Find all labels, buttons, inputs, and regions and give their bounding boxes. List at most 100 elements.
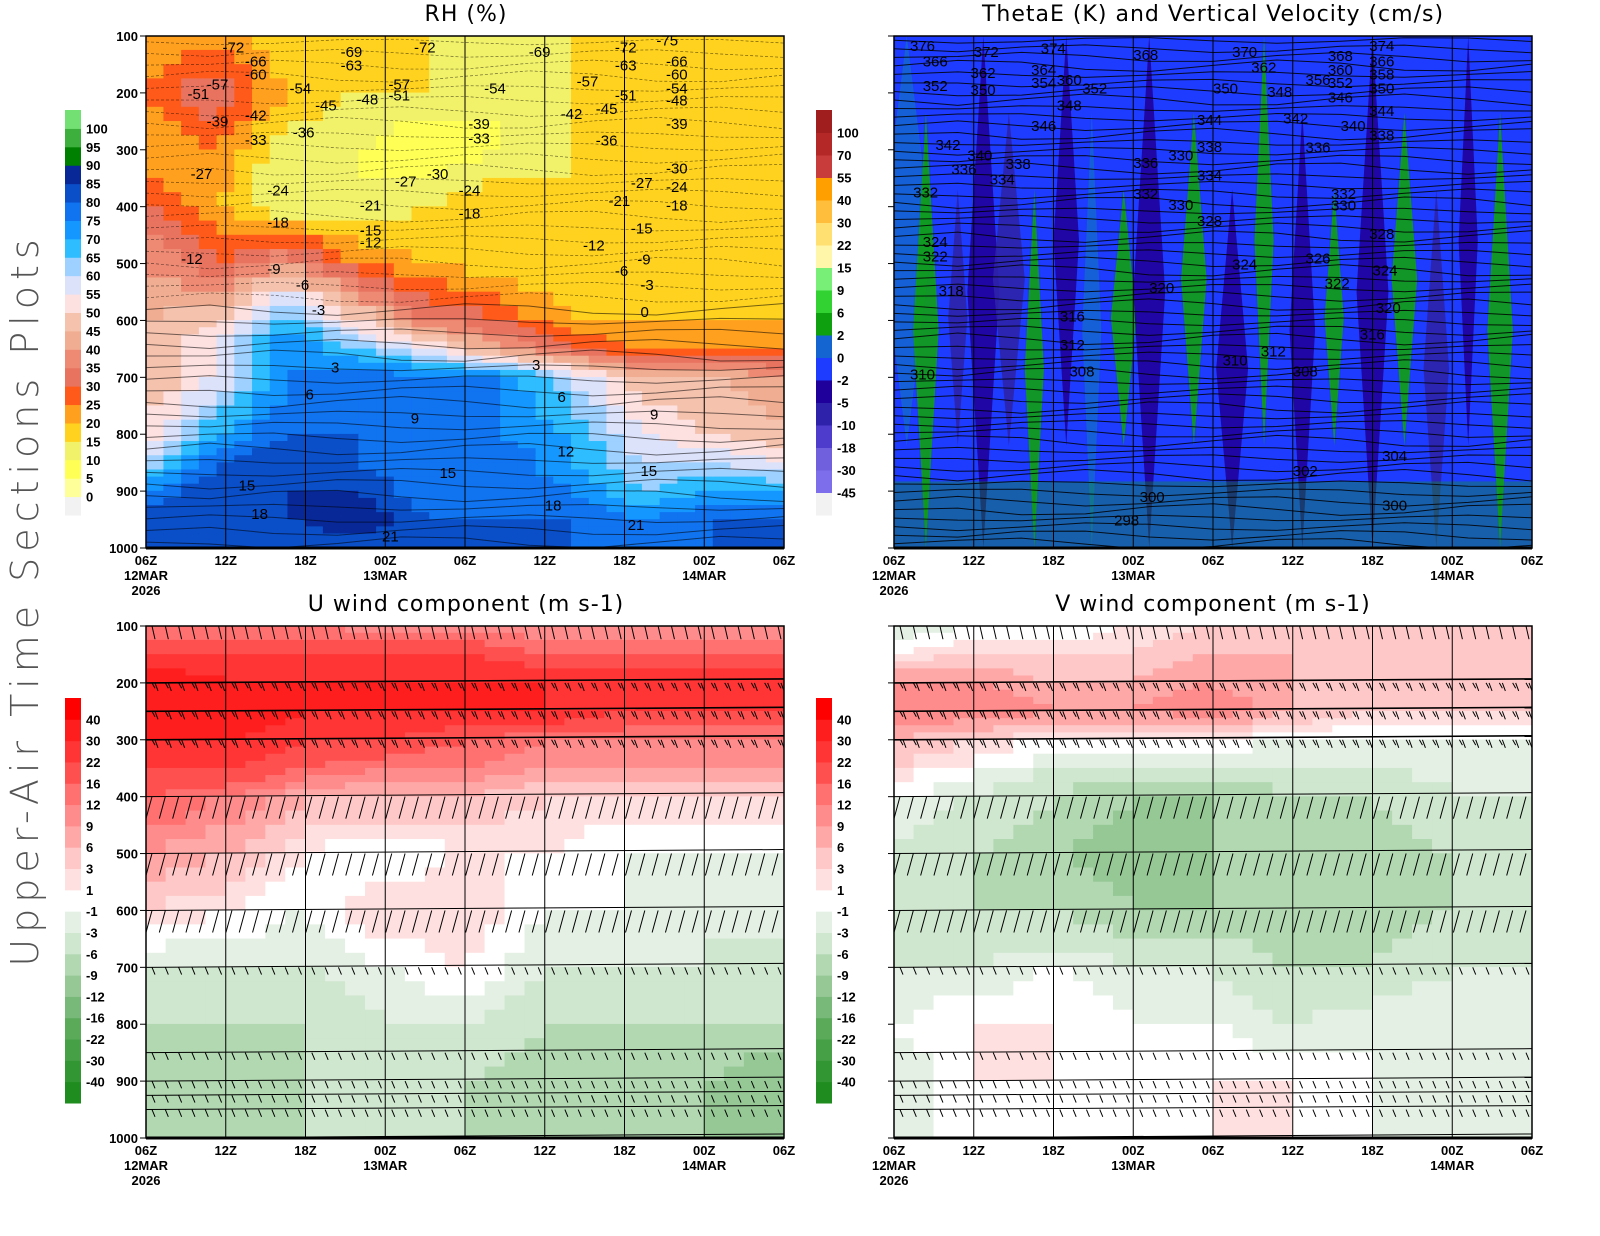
wind-barb: [204, 1095, 209, 1103]
field-cell: [464, 668, 486, 677]
contour-label: 374: [1369, 38, 1394, 55]
field-cell: [245, 647, 266, 655]
contour-label: 18: [251, 506, 268, 523]
field-cell: [340, 92, 359, 108]
field-cell: [1152, 647, 1174, 655]
field-cell: [269, 327, 289, 335]
field-cell: [464, 526, 484, 535]
field-cell: [1013, 647, 1034, 655]
wind-barb-feather: [274, 682, 279, 692]
field-cell: [624, 718, 645, 726]
wind-barb: [617, 1095, 622, 1103]
field-cell: [517, 355, 537, 364]
field-cell: [322, 177, 342, 193]
field-cell: [163, 497, 182, 506]
field-cell: [265, 639, 286, 648]
field-cell: [641, 469, 661, 478]
field-cell: [1033, 661, 1054, 669]
field-cell: [1412, 661, 1433, 669]
field-cell: [365, 839, 386, 854]
field-cell: [446, 377, 466, 392]
field-cell: [305, 1023, 326, 1039]
field-cell: [234, 320, 253, 328]
field-cell: [464, 853, 486, 869]
field-cell: [606, 341, 625, 350]
field-cell: [763, 647, 784, 655]
field-cell: [305, 1052, 326, 1068]
field-cell: [464, 789, 486, 797]
field-cell: [181, 497, 200, 506]
wind-barb: [777, 1109, 782, 1117]
field-cell: [606, 327, 625, 335]
field-cell: [225, 668, 246, 677]
field-cell: [265, 782, 286, 790]
colorbar-swatch: [816, 447, 832, 471]
field-cell: [482, 448, 501, 456]
contour-label: 366: [923, 54, 948, 71]
field-cell: [358, 334, 377, 343]
field-cell: [411, 149, 430, 165]
field-cell: [181, 192, 200, 207]
field-cell: [404, 654, 426, 662]
field-cell: [345, 967, 366, 982]
wind-barb: [545, 853, 553, 876]
field-cell: [644, 739, 665, 748]
field-cell: [677, 469, 696, 478]
field-cell: [287, 192, 306, 207]
wind-barb: [604, 1109, 609, 1117]
field-cell: [748, 291, 767, 307]
field-cell: [305, 661, 326, 669]
field-cell: [624, 369, 643, 378]
colorbar-swatch: [65, 868, 81, 891]
field-cell: [146, 718, 167, 726]
field-cell: [322, 519, 342, 527]
field-cell: [588, 49, 608, 65]
field-cell: [393, 106, 413, 122]
field-cell: [444, 853, 466, 869]
field-cell: [743, 995, 765, 1011]
field-cell: [146, 277, 165, 293]
field-cell: [1192, 696, 1214, 705]
field-cell: [287, 512, 306, 520]
field-cell: [730, 462, 749, 471]
wind-barb: [604, 1080, 609, 1089]
field-cell: [322, 92, 342, 108]
field-cell: [659, 512, 678, 520]
field-cell: [723, 775, 745, 783]
field-cell: [185, 1038, 207, 1053]
field-cell: [571, 291, 590, 307]
field-cell: [393, 369, 413, 378]
field-cell: [285, 682, 306, 691]
field-cell: [763, 981, 784, 997]
wind-barb: [591, 1080, 595, 1089]
field-cell: [411, 291, 430, 307]
field-cell: [553, 505, 572, 513]
field-cell: [564, 639, 585, 648]
field-cell: [723, 1066, 745, 1082]
field-cell: [411, 355, 430, 364]
wind-barb: [471, 1109, 476, 1117]
field-cell: [1172, 626, 1194, 634]
field-cell: [504, 839, 526, 854]
field-cell: [444, 703, 466, 712]
field-cell: [644, 1080, 665, 1096]
field-cell: [185, 789, 207, 797]
field-cell: [993, 696, 1014, 705]
field-cell: [464, 49, 484, 65]
field-cell: [723, 782, 745, 790]
field-cell: [225, 689, 246, 698]
wind-barb: [191, 626, 196, 640]
field-cell: [205, 1052, 227, 1068]
field-cell: [544, 732, 565, 741]
field-cell: [748, 362, 767, 371]
field-cell: [185, 782, 207, 790]
field-cell: [933, 732, 955, 741]
field-cell: [163, 341, 182, 350]
field-cell: [553, 177, 572, 193]
field-cell: [500, 334, 519, 343]
field-cell: [358, 512, 377, 520]
field-cell: [584, 1123, 605, 1138]
field-cell: [446, 433, 466, 442]
field-cell: [365, 796, 386, 812]
